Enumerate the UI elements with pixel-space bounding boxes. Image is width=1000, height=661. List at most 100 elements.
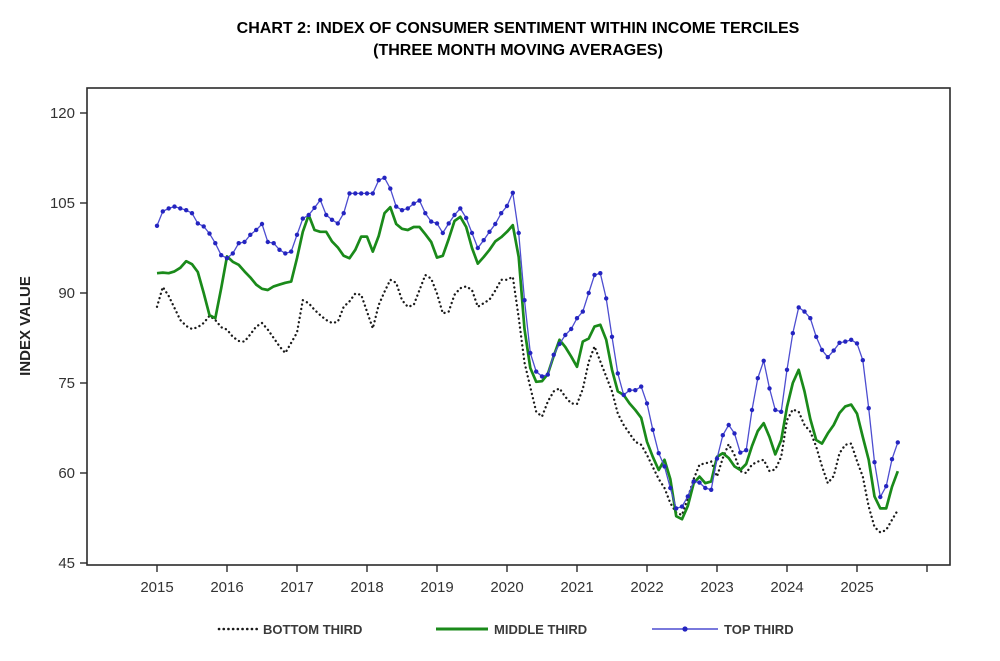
x-tick-label: 2016 (210, 579, 243, 596)
x-tick-label: 2019 (420, 579, 453, 596)
series-marker (697, 480, 702, 485)
series-marker (720, 433, 725, 438)
series-marker (662, 464, 667, 469)
series-marker (563, 332, 568, 338)
series-marker (446, 221, 451, 226)
series-marker (732, 431, 737, 436)
series-marker (195, 221, 200, 226)
y-tick-label: 90 (58, 285, 75, 302)
y-tick-label: 75 (58, 375, 75, 392)
series-marker (592, 272, 597, 278)
legend-label-bottom-third: BOTTOM THIRD (263, 622, 362, 637)
series-marker (271, 241, 276, 246)
series-marker (814, 334, 819, 339)
series-marker (650, 427, 655, 432)
series-marker (464, 215, 469, 221)
series-marker (586, 290, 591, 296)
chart-title-line1: CHART 2: INDEX OF CONSUMER SENTIMENT WIT… (237, 20, 800, 37)
series-marker (726, 422, 731, 428)
series-marker (417, 198, 422, 203)
series-marker (825, 355, 830, 360)
series-marker (370, 191, 375, 196)
series-marker (674, 506, 679, 511)
series-marker (819, 347, 825, 353)
series-marker (493, 221, 498, 227)
series-marker (574, 316, 580, 321)
series-marker (254, 227, 259, 233)
series-marker (668, 485, 673, 491)
x-tick-label: 2022 (630, 579, 663, 596)
series-marker (522, 298, 527, 303)
series-marker (306, 212, 311, 218)
series-marker (551, 352, 556, 357)
series-marker (545, 372, 550, 377)
series-marker (289, 249, 294, 254)
series-marker (394, 204, 399, 209)
series-marker (219, 253, 224, 258)
series-marker (154, 223, 160, 228)
series-marker (627, 388, 632, 393)
series-marker (860, 358, 865, 363)
series-marker (429, 219, 434, 224)
series-marker (329, 217, 335, 222)
series-marker (423, 211, 428, 216)
series-marker (755, 376, 760, 381)
series-marker (504, 203, 510, 209)
series-marker (831, 348, 836, 353)
series-marker (359, 191, 364, 196)
legend-label-top-third: TOP THIRD (724, 622, 794, 637)
series-marker (738, 450, 743, 455)
y-tick-label: 120 (50, 105, 75, 122)
series-marker (283, 251, 288, 256)
series-marker (808, 316, 813, 321)
series-marker (341, 211, 346, 216)
series-marker (796, 305, 801, 310)
series-marker (528, 350, 533, 356)
series-marker (236, 241, 241, 246)
series-marker (184, 208, 189, 213)
series-marker (569, 326, 574, 332)
x-tick-label: 2017 (280, 579, 313, 596)
series-marker (837, 340, 842, 345)
series-marker (534, 369, 539, 374)
y-tick-label: 105 (50, 195, 75, 212)
y-tick-label: 45 (58, 555, 75, 572)
series-marker (767, 386, 772, 391)
legend-item-middle-third: MIDDLE THIRD (436, 622, 587, 637)
series-middle-third (156, 205, 900, 521)
series-marker (691, 479, 696, 484)
series-marker (790, 331, 795, 336)
series-marker (300, 216, 305, 221)
series-marker (376, 178, 381, 183)
series-marker (895, 440, 900, 445)
series-marker (633, 388, 638, 393)
series-marker (224, 256, 230, 261)
series-marker (388, 186, 393, 191)
series-marker (679, 504, 685, 509)
series-marker (335, 221, 340, 226)
series-marker (452, 212, 457, 218)
series-marker (779, 409, 784, 414)
series-marker (160, 209, 165, 214)
chart-title-line2: (THREE MONTH MOVING AVERAGES) (373, 42, 663, 59)
series-marker (178, 206, 183, 211)
series-marker (621, 392, 626, 398)
series-marker (458, 206, 463, 211)
series-marker (265, 239, 270, 245)
series-marker (189, 211, 195, 216)
series-marker (440, 230, 445, 236)
series-marker (434, 221, 440, 226)
series-marker (382, 175, 387, 180)
y-axis-label: INDEX VALUE (17, 276, 34, 376)
series-marker (510, 190, 515, 195)
series-marker (516, 230, 521, 236)
x-axis-ticks: 2015 2016 2017 2018 2019 2020 2021 2022 2023 2024… (140, 565, 928, 596)
x-tick-label: 2023 (700, 579, 733, 596)
series-marker (166, 206, 171, 211)
series-marker (609, 334, 615, 339)
series-marker (399, 208, 405, 213)
series-marker (615, 371, 620, 376)
series-marker (172, 204, 177, 209)
